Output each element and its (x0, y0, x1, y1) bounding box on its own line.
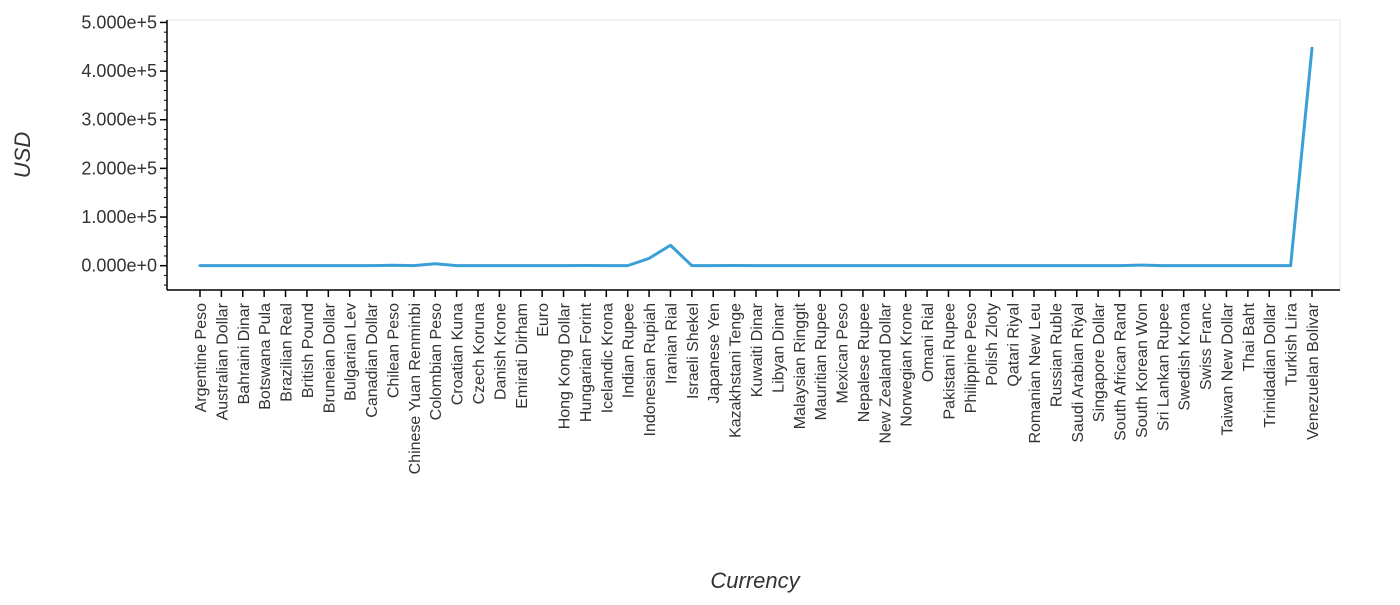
x-tick-label: Swiss Franc (1198, 303, 1215, 390)
x-tick-label: Hungarian Forint (578, 302, 595, 422)
x-tick-label: Russian Ruble (1048, 303, 1065, 407)
x-tick-label: Singapore Dollar (1091, 302, 1108, 422)
x-tick-label: Philippine Peso (963, 303, 980, 413)
x-tick-label: Sri Lankan Rupee (1155, 303, 1172, 431)
y-tick-label: 1.000e+5 (81, 207, 157, 227)
x-tick-label: Argentine Peso (193, 303, 210, 413)
x-tick-label: Thai Baht (1241, 302, 1258, 371)
x-tick-label: Taiwan New Dollar (1219, 302, 1236, 435)
y-axis-title: USD (10, 132, 35, 179)
x-tick-label: Trinidadian Dollar (1262, 302, 1279, 427)
x-tick-label: South African Rand (1113, 303, 1130, 441)
x-tick-label: Iranian Rial (663, 303, 680, 384)
x-tick-label: Croatian Kuna (450, 303, 467, 405)
x-tick-label: Omani Rial (920, 303, 937, 382)
y-tick-label: 4.000e+5 (81, 61, 157, 81)
x-tick-label: Czech Koruna (471, 303, 488, 404)
x-tick-label: Canadian Dollar (364, 302, 381, 417)
x-tick-label: New Zealand Dollar (877, 302, 894, 443)
x-tick-label: Brazilian Real (279, 303, 296, 402)
x-tick-label: Icelandic Krona (599, 303, 616, 413)
x-tick-label: Malaysian Ringgit (792, 302, 809, 429)
x-tick-label: Qatari Riyal (1006, 303, 1023, 387)
y-axis: 0.000e+0 1.000e+5 2.000e+5 3.000e+5 4.000e+5… (81, 12, 168, 290)
x-tick-label: Polish Zloty (984, 303, 1001, 386)
x-tick-label: Kuwaiti Dinar (749, 302, 766, 397)
y-tick-label: 3.000e+5 (81, 110, 157, 130)
x-tick-label: Mauritian Rupee (813, 303, 830, 421)
y-tick-label: 0.000e+0 (81, 256, 157, 276)
x-tick-label: Australian Dollar (214, 302, 231, 420)
x-tick-label: Libyan Dinar (770, 302, 787, 393)
x-tick-label: Indian Rupee (621, 303, 638, 398)
x-tick-label: Mexican Peso (835, 303, 852, 404)
x-tick-label: Bulgarian Lev (343, 303, 360, 401)
x-tick-label: Pakistani Rupee (941, 303, 958, 420)
x-tick-label: Saudi Arabian Riyal (1070, 303, 1087, 443)
x-tick-label: British Pound (300, 303, 317, 398)
x-tick-label: Danish Krone (492, 303, 509, 400)
plot-frame (166, 19, 1341, 291)
series-line (198, 46, 1314, 268)
x-tick-label: Indonesian Rupiah (642, 303, 659, 436)
x-tick-label: Turkish Lira (1284, 303, 1301, 386)
x-tick-label: Bruneian Dollar (321, 302, 338, 413)
x-tick-label: South Korean Won (1134, 303, 1151, 438)
x-tick-label: Botswana Pula (257, 303, 274, 410)
x-tick-label: Emirati Dirham (514, 303, 531, 409)
x-axis: Argentine Peso Australian Dollar Bahraini … (167, 289, 1340, 474)
x-axis-title: Currency (710, 568, 801, 593)
x-tick-label: Romanian New Leu (1027, 303, 1044, 444)
x-tick-label: Norwegian Krone (899, 303, 916, 427)
x-tick-label: Chinese Yuan Renminbi (407, 303, 424, 474)
x-tick-label: Hong Kong Dollar (557, 302, 574, 429)
x-tick-label: Chilean Peso (385, 303, 402, 398)
x-tick-label: Euro (535, 303, 552, 337)
x-tick-label: Nepalese Rupee (856, 303, 873, 422)
x-tick-label: Kazakhstani Tenge (728, 303, 745, 438)
y-tick-label: 2.000e+5 (81, 158, 157, 178)
x-tick-label: Colombian Peso (428, 303, 445, 421)
y-tick-label: 5.000e+5 (81, 12, 157, 32)
x-tick-label: Venezuelan Bolivar (1305, 302, 1322, 440)
x-tick-label: Israeli Shekel (685, 303, 702, 399)
x-tick-label: Swedish Krona (1177, 303, 1194, 411)
x-tick-label: Bahraini Dinar (236, 302, 253, 404)
x-tick-label: Japanese Yen (706, 303, 723, 404)
